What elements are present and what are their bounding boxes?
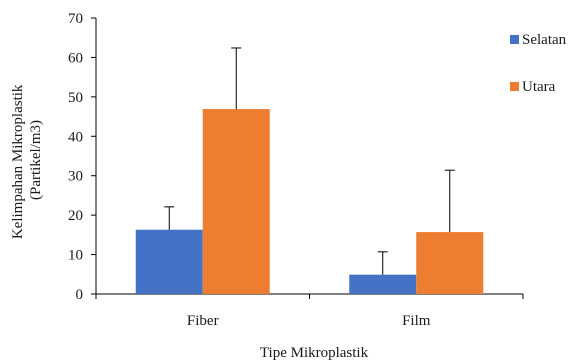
bar-selatan-fiber [135, 229, 203, 294]
y-axis-title: Kelimpahan Mikroplastik (Partikel/m3) [10, 81, 44, 239]
y-tick-label: 20 [68, 208, 83, 224]
x-category-label: Fiber [187, 313, 219, 329]
y-axis-title-line-2: (Partikel/m3) [28, 120, 44, 200]
bar-utara-fiber [202, 109, 270, 294]
y-tick-label: 70 [68, 11, 83, 27]
legend-label-selatan: Selatan [522, 32, 567, 48]
bar-utara-film [416, 232, 484, 294]
y-tick-label: 50 [68, 90, 83, 106]
plot-area: 0 10 20 30 40 50 60 70 Fiber Film [68, 11, 524, 329]
legend-swatch-utara [510, 82, 519, 91]
y-tick-label: 30 [68, 169, 83, 185]
y-tick-label: 60 [68, 50, 83, 66]
legend: Selatan Utara [510, 32, 567, 95]
legend-label-utara: Utara [522, 79, 556, 95]
y-tick-label: 0 [76, 287, 84, 303]
legend-swatch-selatan [510, 35, 519, 44]
y-axis-title-line-1: Kelimpahan Mikroplastik [10, 84, 26, 239]
y-tick-label: 10 [68, 248, 83, 264]
y-tick-label: 40 [68, 129, 83, 145]
x-category-label: Film [402, 313, 431, 329]
bar-selatan-film [349, 274, 417, 294]
x-axis-title: Tipe Mikroplastik [260, 345, 369, 361]
